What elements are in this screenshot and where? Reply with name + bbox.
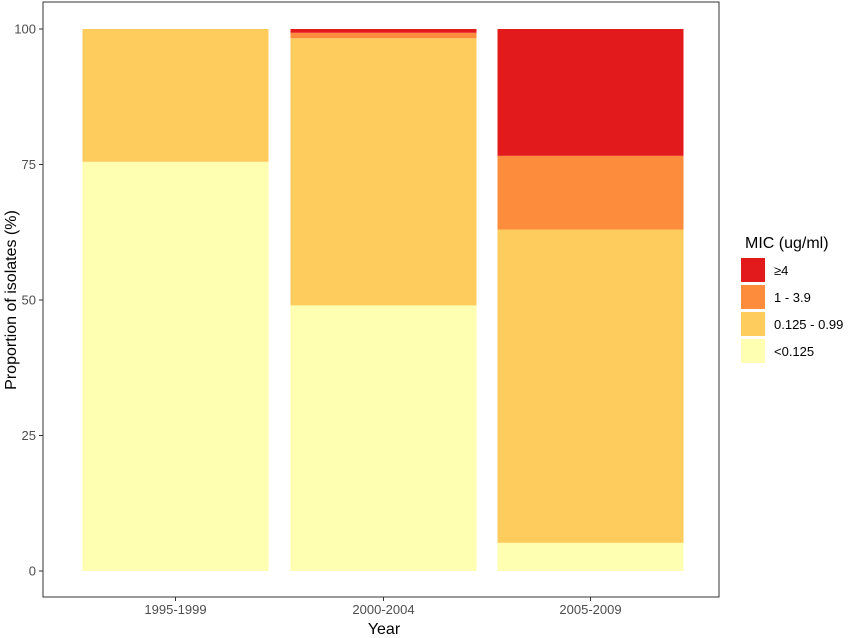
y-tick-label: 50 [22,293,36,308]
bar-segment-2005-2009-4 [497,29,684,156]
bar-segment-2000-2004-4 [290,29,477,33]
y-tick-label: 75 [22,157,36,172]
legend-label: 1 - 3.9 [774,290,811,305]
legend-label: 0.125 - 0.99 [774,317,843,332]
bar-segment-1995-1999-0.125 [82,161,269,572]
bar-segment-1995-1999-0.1250.99 [82,29,269,162]
y-axis: 0 25 50 75 100 [14,22,43,579]
x-axis: 1995-1999 2000-2004 2005-2009 [144,597,622,617]
x-tick-label: 2000-2004 [352,602,414,617]
x-tick-label: 1995-1999 [144,602,206,617]
legend-swatch [741,312,765,336]
y-axis-title: Proportion of isolates (%) [3,210,20,390]
bar-segment-2005-2009-0.125 [497,542,684,571]
bar-segment-2000-2004-0.1250.99 [290,38,477,306]
bars-group [82,29,684,572]
legend: MIC (ug/ml) ≥4 1 - 3.9 0.125 - 0.99 <0.125 [741,235,843,363]
y-tick-label: 25 [22,428,36,443]
bar-segment-2005-2009-13.9 [497,155,684,230]
legend-swatch [741,339,765,363]
legend-swatch [741,285,765,309]
legend-label: <0.125 [774,344,814,359]
bar-segment-2000-2004-13.9 [290,32,477,39]
legend-label: ≥4 [774,263,788,278]
y-tick-label: 100 [14,22,36,37]
legend-swatch [741,258,765,282]
legend-title: MIC (ug/ml) [745,235,829,252]
x-tick-label: 2005-2009 [559,602,621,617]
bar-segment-2005-2009-0.1250.99 [497,229,684,543]
y-tick-label: 0 [29,564,36,579]
bar-segment-2000-2004-0.125 [290,305,477,571]
x-axis-title: Year [368,621,401,638]
